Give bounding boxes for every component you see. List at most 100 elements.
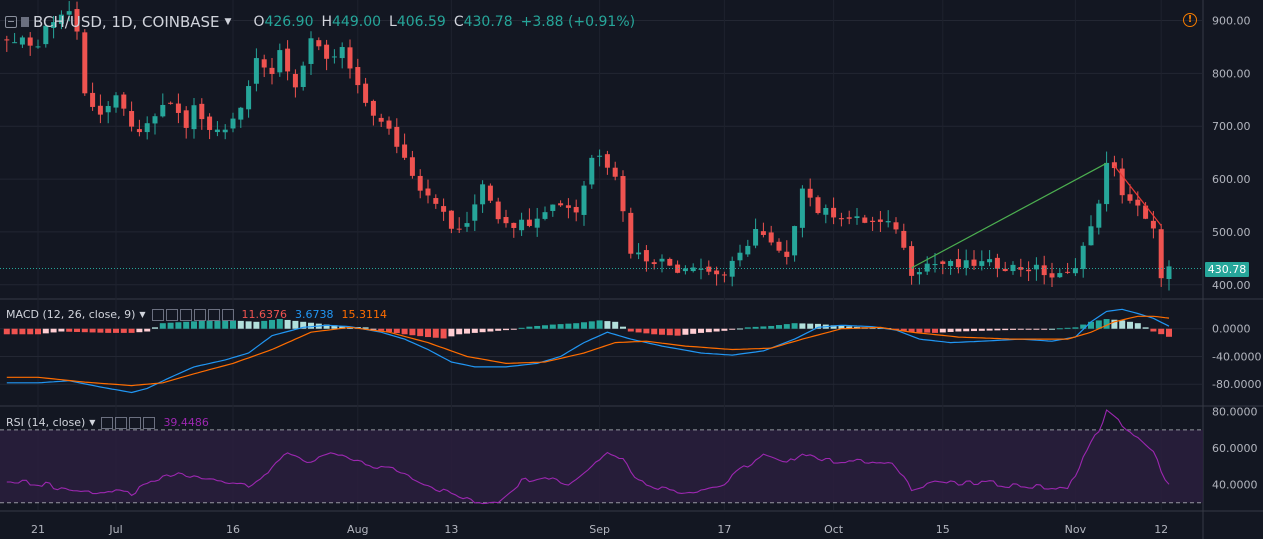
candle-body — [1150, 220, 1156, 229]
candle-body — [238, 107, 244, 120]
time-tick-label: Oct — [824, 523, 844, 536]
candle-body — [831, 207, 837, 218]
trendline-up — [911, 162, 1107, 269]
candle-body — [573, 206, 579, 213]
candle-body — [760, 231, 766, 235]
candle-body — [1057, 273, 1063, 278]
candle-body — [66, 11, 72, 15]
macd-histogram-bar — [479, 328, 486, 333]
high-value: 449.00 — [332, 14, 382, 30]
alert-icon[interactable]: ! — [1183, 13, 1197, 27]
candle-body — [277, 50, 283, 73]
rsi-label[interactable]: RSI (14, close) — [6, 416, 86, 429]
candle-body — [807, 188, 813, 198]
candle-body — [363, 83, 369, 103]
candle-body — [682, 268, 688, 272]
chevron-down-icon[interactable]: ▼ — [89, 418, 96, 427]
chevron-down-icon[interactable]: ▼ — [224, 17, 232, 27]
macd-histogram-bar — [1002, 328, 1009, 331]
macd-histogram-bar — [1072, 327, 1079, 329]
rsi-legend: RSI (14, close) ▼ 39.4486 — [6, 416, 209, 429]
candle-body — [74, 9, 80, 32]
candle-body — [675, 264, 681, 273]
more-icon[interactable] — [207, 308, 220, 321]
macd-histogram-bar — [612, 321, 619, 329]
candle-body — [924, 263, 930, 272]
price-tick-label: 600.00 — [1212, 173, 1251, 186]
candle-body — [940, 261, 946, 264]
candle-body — [597, 155, 603, 157]
macd-histogram-bar — [503, 328, 509, 331]
hamburger-menu-icon[interactable] — [5, 16, 17, 28]
chevron-down-icon[interactable]: ▼ — [139, 310, 146, 319]
macd-histogram-bar — [799, 323, 806, 329]
format-icon[interactable] — [129, 416, 142, 429]
macd-histogram-bar — [425, 328, 431, 338]
macd-histogram-bar — [643, 328, 650, 334]
macd-histogram-bar — [1041, 328, 1048, 330]
eye-icon[interactable] — [115, 416, 128, 429]
candle-body — [97, 105, 103, 115]
macd-histogram-bar — [900, 328, 907, 331]
macd-histogram-bar — [1064, 327, 1071, 329]
macd-label[interactable]: MACD (12, 26, close, 9) — [6, 308, 136, 321]
macd-histogram-bar — [378, 328, 385, 331]
rsi-line — [6, 409, 1170, 505]
candle-body — [386, 120, 392, 129]
time-tick-label: 17 — [717, 523, 731, 536]
macd-histogram-bar — [464, 328, 470, 334]
macd-histogram-bar — [783, 324, 790, 329]
settings-icon[interactable] — [101, 416, 114, 429]
candle-body — [160, 104, 166, 117]
candle-body — [753, 229, 759, 246]
candle-body — [1111, 162, 1117, 169]
macd-histogram-bar — [1119, 320, 1126, 329]
rsi-tick-label: 40.0000 — [1212, 479, 1258, 492]
price-tick-label: 400.00 — [1212, 279, 1251, 292]
candle-body — [105, 106, 111, 113]
candle-body — [737, 252, 743, 261]
close-icon[interactable] — [221, 308, 234, 321]
candle-body — [433, 198, 439, 204]
macd-histogram-bar — [737, 328, 743, 330]
time-tick-label: 21 — [31, 523, 45, 536]
candle-body — [370, 100, 376, 116]
candle-body — [987, 259, 993, 263]
macd-histogram-bar — [58, 328, 65, 332]
eye-icon[interactable] — [165, 308, 178, 321]
macd-histogram-bar — [120, 328, 127, 333]
source-icon[interactable] — [179, 308, 192, 321]
macd-histogram-bar — [534, 325, 541, 329]
symbol-title[interactable]: BCH/USD, 1D, COINBASE — [33, 13, 220, 31]
candle-body — [1135, 199, 1141, 206]
macd-histogram-bar — [596, 320, 603, 329]
candle-body — [441, 206, 447, 212]
macd-histogram-bar — [495, 328, 502, 331]
macd-histogram-bar — [939, 328, 946, 333]
macd-histogram-bar — [237, 320, 244, 329]
macd-histogram-bar — [729, 328, 736, 330]
signal-line — [6, 315, 1170, 387]
candle-body — [659, 258, 665, 262]
candle-body — [269, 67, 275, 75]
low-label: L — [389, 14, 397, 30]
macd-histogram-bar — [97, 328, 104, 333]
candle-body — [916, 272, 922, 275]
symbol-flag-icon — [21, 17, 29, 27]
macd-histogram-bar — [440, 328, 447, 339]
candle-body — [253, 58, 259, 84]
settings-icon[interactable] — [151, 308, 164, 321]
close-icon[interactable] — [143, 416, 156, 429]
high-label: H — [321, 14, 333, 30]
macd-histogram-bar — [74, 328, 80, 332]
macd-histogram-bar — [557, 324, 564, 329]
macd-histogram-bar — [1049, 328, 1055, 330]
macd-histogram-bar — [448, 328, 455, 337]
format-icon[interactable] — [193, 308, 206, 321]
macd-histogram-bar — [815, 323, 821, 329]
time-tick-label: Nov — [1065, 523, 1087, 536]
candle-body — [27, 37, 33, 46]
candle-body — [1041, 265, 1047, 276]
time-tick-label: 12 — [1154, 523, 1168, 536]
